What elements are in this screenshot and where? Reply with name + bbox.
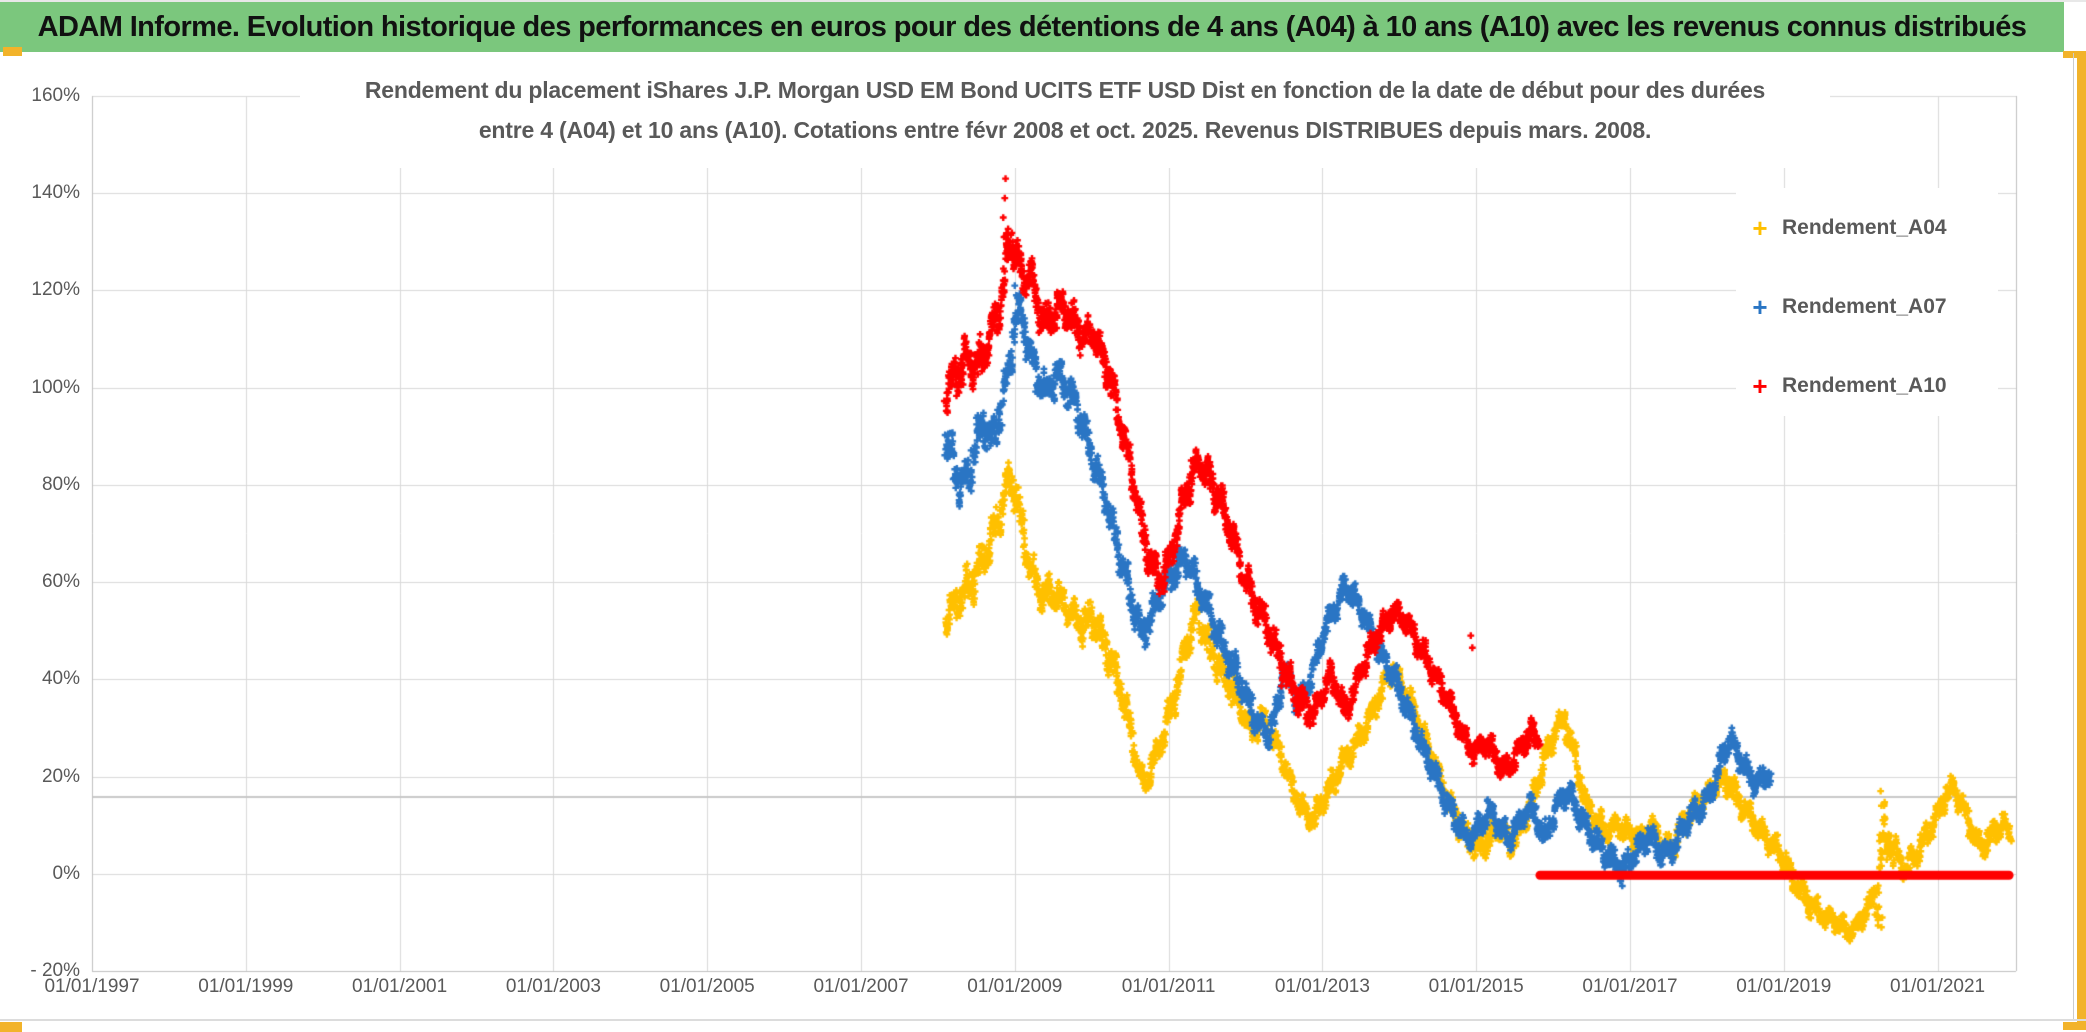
legend-plus-marker-icon: +: [1752, 370, 1768, 401]
x-tick-label: 01/01/2003: [505, 976, 601, 997]
y-tick-label: - 20%: [30, 960, 80, 981]
x-tick-label: 01/01/2005: [659, 976, 755, 997]
x-tick-label: 01/01/2017: [1582, 976, 1678, 997]
chart-title[interactable]: Rendement du placement iShares J.P. Morg…: [300, 70, 1830, 168]
chart-title-line1: Rendement du placement iShares J.P. Morg…: [364, 77, 1766, 103]
x-tick-label: 01/01/2021: [1890, 976, 1986, 997]
legend-label: Rendement_A10: [1782, 373, 1947, 397]
y-tick-label: 160%: [31, 85, 80, 106]
x-tick-label: 01/01/1997: [44, 976, 140, 997]
x-tick-label: 01/01/2007: [813, 976, 909, 997]
x-tick-label: 01/01/2019: [1736, 976, 1832, 997]
y-tick-label: 0%: [52, 862, 80, 884]
y-tick-label: 40%: [41, 668, 80, 690]
y-tick-label: 140%: [31, 182, 80, 204]
x-tick-label: 01/01/2001: [352, 976, 448, 997]
x-tick-label: 01/01/2011: [1121, 976, 1216, 997]
legend-label: Rendement_A07: [1782, 294, 1947, 318]
legend-plus-marker-icon: +: [1752, 212, 1768, 243]
x-tick-label: 01/01/2009: [967, 976, 1063, 997]
x-tick-label: 01/01/2015: [1428, 976, 1524, 997]
y-tick-label: 20%: [41, 765, 80, 787]
x-tick-label: 01/01/1999: [198, 976, 294, 997]
y-tick-label: 120%: [31, 279, 80, 301]
y-tick-label: 100%: [31, 376, 80, 398]
legend-item-rendement_a07[interactable]: + Rendement_A07: [1736, 267, 1998, 346]
y-tick-label: 80%: [41, 473, 80, 495]
x-tick-label: 01/01/2013: [1274, 976, 1370, 997]
legend-item-rendement_a10[interactable]: + Rendement_A10: [1736, 346, 1998, 425]
chart-legend[interactable]: + Rendement_A04 + Rendement_A07 + Rendement_A…: [1736, 188, 1998, 416]
legend-label: Rendement_A04: [1782, 215, 1947, 239]
y-tick-label: 60%: [41, 571, 80, 593]
legend-item-rendement_a04[interactable]: + Rendement_A04: [1736, 188, 1998, 267]
legend-plus-marker-icon: +: [1752, 291, 1768, 322]
chart-title-line2: entre 4 (A04) et 10 ans (A10). Cotations…: [478, 117, 1652, 143]
